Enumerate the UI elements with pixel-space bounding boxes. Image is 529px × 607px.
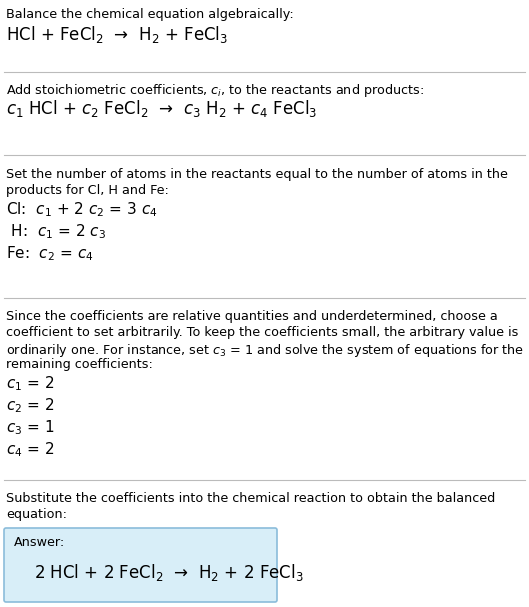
Text: Answer:: Answer: [14,536,65,549]
Text: products for Cl, H and Fe:: products for Cl, H and Fe: [6,184,169,197]
Text: coefficient to set arbitrarily. To keep the coefficients small, the arbitrary va: coefficient to set arbitrarily. To keep … [6,326,518,339]
Text: Fe:  $c_2$ = $c_4$: Fe: $c_2$ = $c_4$ [6,244,94,263]
Text: Cl:  $c_1$ + 2 $c_2$ = 3 $c_4$: Cl: $c_1$ + 2 $c_2$ = 3 $c_4$ [6,200,158,219]
Text: H:  $c_1$ = 2 $c_3$: H: $c_1$ = 2 $c_3$ [6,222,106,241]
Text: Substitute the coefficients into the chemical reaction to obtain the balanced: Substitute the coefficients into the che… [6,492,495,505]
Text: $c_1$ HCl + $c_2$ FeCl$_2$  →  $c_3$ H$_2$ + $c_4$ FeCl$_3$: $c_1$ HCl + $c_2$ FeCl$_2$ → $c_3$ H$_2$… [6,98,317,119]
Text: 2 HCl + 2 FeCl$_2$  →  H$_2$ + 2 FeCl$_3$: 2 HCl + 2 FeCl$_2$ → H$_2$ + 2 FeCl$_3$ [34,562,304,583]
Text: remaining coefficients:: remaining coefficients: [6,358,153,371]
Text: HCl + FeCl$_2$  →  H$_2$ + FeCl$_3$: HCl + FeCl$_2$ → H$_2$ + FeCl$_3$ [6,24,228,45]
Text: Add stoichiometric coefficients, $c_i$, to the reactants and products:: Add stoichiometric coefficients, $c_i$, … [6,82,424,99]
Text: $c_4$ = 2: $c_4$ = 2 [6,440,54,459]
Text: equation:: equation: [6,508,67,521]
Text: Since the coefficients are relative quantities and underdetermined, choose a: Since the coefficients are relative quan… [6,310,498,323]
Text: Set the number of atoms in the reactants equal to the number of atoms in the: Set the number of atoms in the reactants… [6,168,508,181]
Text: $c_2$ = 2: $c_2$ = 2 [6,396,54,415]
Text: Balance the chemical equation algebraically:: Balance the chemical equation algebraica… [6,8,294,21]
Text: ordinarily one. For instance, set $c_3$ = 1 and solve the system of equations fo: ordinarily one. For instance, set $c_3$ … [6,342,524,359]
FancyBboxPatch shape [4,528,277,602]
Text: $c_1$ = 2: $c_1$ = 2 [6,374,54,393]
Text: $c_3$ = 1: $c_3$ = 1 [6,418,54,436]
